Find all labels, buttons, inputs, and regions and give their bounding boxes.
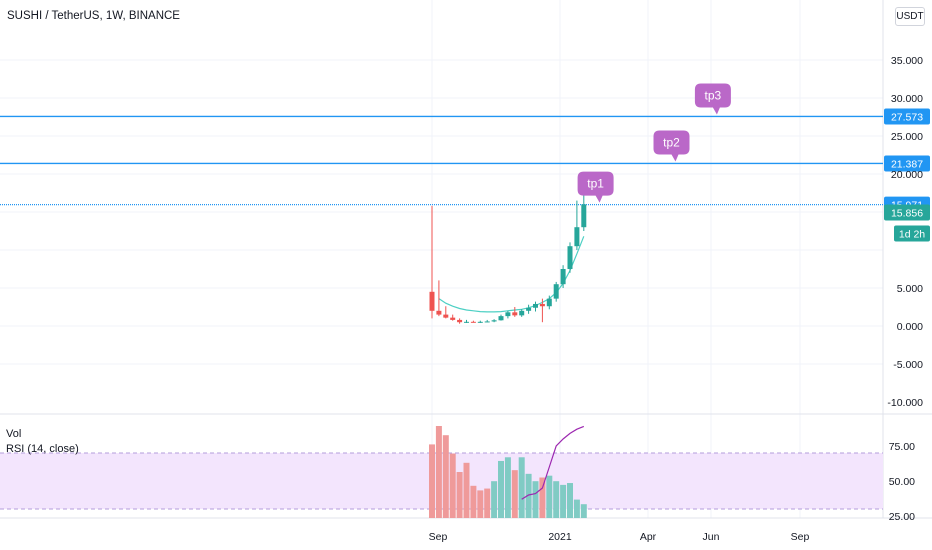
volume-bar: [580, 504, 587, 518]
x-tick-label: Sep: [791, 531, 810, 543]
candle-body: [533, 303, 538, 308]
candle-body: [512, 312, 518, 316]
volume-bar: [491, 481, 498, 518]
volume-bar: [429, 444, 435, 518]
y-tick-label: -10.000: [887, 397, 923, 409]
volume-bar: [449, 453, 456, 518]
volume-bar: [463, 462, 470, 518]
y-tick-label: 0.000: [897, 321, 923, 333]
rsi-legend: RSI (14, close): [6, 443, 79, 455]
y-tick-label: 35.000: [891, 55, 923, 67]
volume-legend: Vol: [6, 428, 22, 440]
candle-body: [484, 321, 490, 323]
candle-body: [429, 291, 435, 311]
candle-body: [450, 317, 456, 320]
level-tag-27.573: [884, 108, 930, 125]
volume-bar: [477, 490, 484, 518]
candle-body: [443, 314, 449, 318]
volume-bar: [560, 484, 567, 518]
annotation-text-tp1: tp1: [587, 177, 604, 191]
level-tag-text: 21.387: [891, 158, 923, 170]
y-tick-label: 25.000: [891, 131, 923, 143]
candle-body: [498, 316, 504, 321]
volume-bar: [567, 483, 573, 518]
last-price-text: 15.856: [891, 207, 923, 219]
volume-bar: [504, 457, 511, 518]
volume-bar: [456, 472, 463, 518]
candle-body: [560, 269, 566, 285]
candle-body: [581, 204, 587, 228]
x-tick-label: Jun: [703, 531, 720, 543]
volume-bar: [573, 499, 580, 518]
candle-body: [526, 307, 532, 311]
y-tick-label: -5.000: [893, 359, 923, 371]
candle-body: [519, 310, 525, 316]
candle-body: [539, 303, 545, 307]
x-tick-label: Apr: [640, 531, 657, 543]
annotation-bubble-tp1: [577, 171, 614, 203]
currency-button[interactable]: USDT: [895, 7, 925, 26]
level-tag-text: 15.971: [891, 200, 923, 212]
x-tick-label: 2021: [548, 531, 572, 543]
countdown-text: 1d 2h: [899, 228, 925, 240]
level-tag-21.387: [884, 155, 930, 172]
chart-title: SUSHI / TetherUS, 1W, BINANCE: [7, 10, 180, 22]
candle-body: [464, 321, 469, 323]
moving-average-line: [438, 236, 585, 313]
last-price-tag: [884, 204, 930, 221]
rsi-tick-label: 25.00: [889, 511, 915, 523]
candle-body: [505, 312, 511, 317]
candle-body: [574, 227, 580, 247]
candle-body: [436, 310, 442, 315]
annotation-bubble-tp3: [694, 83, 731, 115]
volume-bar: [511, 470, 518, 518]
annotation-bubble-tp2: [653, 130, 690, 162]
rsi-tick-label: 75.00: [889, 441, 915, 453]
volume-bar: [442, 435, 449, 518]
candle-body: [491, 320, 497, 322]
candle-body: [546, 298, 552, 307]
y-tick-label: 5.000: [897, 283, 923, 295]
y-tick-label: 20.000: [891, 169, 923, 181]
volume-bar: [532, 481, 539, 518]
x-tick-label: Sep: [429, 531, 448, 543]
volume-bar: [470, 485, 477, 518]
candle-body: [470, 321, 476, 323]
annotation-text-tp2: tp2: [663, 135, 680, 149]
annotation-text-tp3: tp3: [705, 88, 722, 102]
volume-bar: [435, 426, 442, 518]
y-tick-label: 30.000: [891, 93, 923, 105]
candle-body: [567, 246, 573, 269]
rsi-tick-label: 50.00: [889, 476, 915, 488]
volume-bar: [498, 460, 504, 518]
rsi-line: [521, 425, 585, 500]
candle-body: [477, 321, 483, 323]
volume-bar: [484, 488, 491, 518]
volume-bar: [518, 457, 525, 518]
candle-body: [553, 284, 559, 299]
candle-body: [457, 319, 463, 323]
volume-bar: [539, 477, 546, 518]
level-tag-text: 27.573: [891, 111, 923, 123]
level-tag-15.971: [884, 196, 930, 213]
countdown-tag: [894, 225, 930, 242]
volume-bar: [546, 475, 553, 518]
volume-bar: [553, 481, 560, 518]
volume-bar: [525, 473, 532, 518]
rsi-band: [0, 453, 883, 509]
